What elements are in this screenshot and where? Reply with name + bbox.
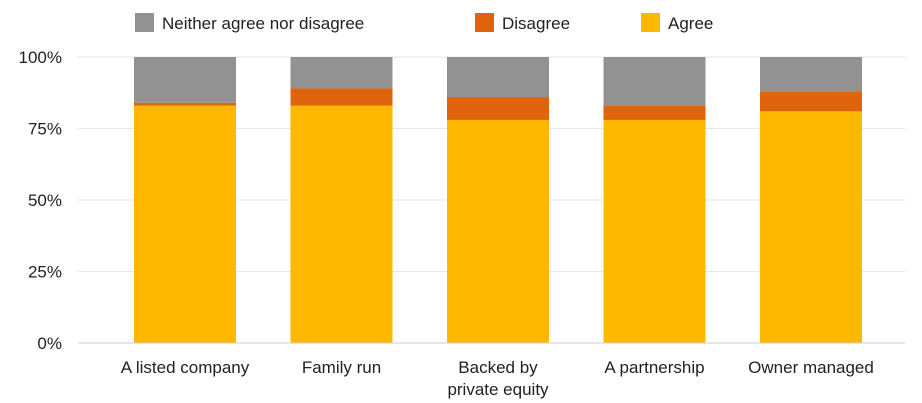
bar-agree-owner-managed bbox=[760, 111, 862, 343]
bar-disagree-backed-by-private-equity bbox=[447, 97, 549, 120]
legend-item-agree: Agree bbox=[641, 13, 713, 33]
bar-group-a-listed-company bbox=[134, 57, 236, 344]
bar-neither-agree-nor-disagree-backed-by-private-equity bbox=[447, 57, 549, 98]
bar-agree-family-run bbox=[290, 105, 393, 344]
legend-item-disagree: Disagree bbox=[475, 13, 570, 33]
legend-item-neither-agree-nor-disagree: Neither agree nor disagree bbox=[135, 13, 364, 33]
y-tick-label: 50% bbox=[28, 191, 62, 210]
bar-disagree-family-run bbox=[290, 88, 393, 106]
x-tick-label: A listed company bbox=[121, 358, 250, 377]
y-tick-label: 75% bbox=[28, 120, 62, 139]
legend-label: Agree bbox=[668, 14, 713, 33]
bar-disagree-a-partnership bbox=[603, 105, 706, 120]
y-axis-ticks: 0% 25% 50% 75% 100% bbox=[19, 48, 62, 353]
legend-label: Neither agree nor disagree bbox=[162, 14, 364, 33]
x-axis-labels: A listed company Family run Backed by priva… bbox=[121, 358, 874, 399]
bar-group-a-partnership bbox=[603, 57, 706, 343]
bar-neither-agree-nor-disagree-a-listed-company bbox=[134, 57, 236, 103]
bars bbox=[134, 57, 862, 344]
bar-agree-backed-by-private-equity bbox=[447, 119, 549, 343]
bar-disagree-owner-managed bbox=[760, 91, 862, 112]
bar-agree-a-partnership bbox=[603, 119, 706, 343]
x-tick-label: Family run bbox=[302, 358, 381, 377]
bar-disagree-a-listed-company bbox=[134, 102, 236, 106]
legend-swatch bbox=[135, 13, 154, 32]
legend-swatch bbox=[641, 13, 660, 32]
bar-group-backed-by-private-equity bbox=[447, 57, 549, 343]
bar-group-owner-managed bbox=[760, 57, 862, 343]
bar-neither-agree-nor-disagree-family-run bbox=[290, 57, 393, 89]
y-tick-label: 25% bbox=[28, 263, 62, 282]
bar-neither-agree-nor-disagree-a-partnership bbox=[603, 57, 706, 106]
legend-label: Disagree bbox=[502, 14, 570, 33]
x-tick-label: Owner managed bbox=[748, 358, 874, 377]
bar-neither-agree-nor-disagree-owner-managed bbox=[760, 57, 862, 92]
bar-group-family-run bbox=[290, 57, 393, 344]
y-tick-label: 100% bbox=[19, 48, 62, 67]
y-tick-label: 0% bbox=[37, 334, 62, 353]
x-tick-label: Backed by private equity bbox=[447, 358, 549, 399]
bar-agree-a-listed-company bbox=[134, 105, 236, 344]
legend-swatch bbox=[475, 13, 494, 32]
legend: Neither agree nor disagree Disagree Agree bbox=[135, 13, 713, 33]
x-tick-label: A partnership bbox=[604, 358, 704, 377]
